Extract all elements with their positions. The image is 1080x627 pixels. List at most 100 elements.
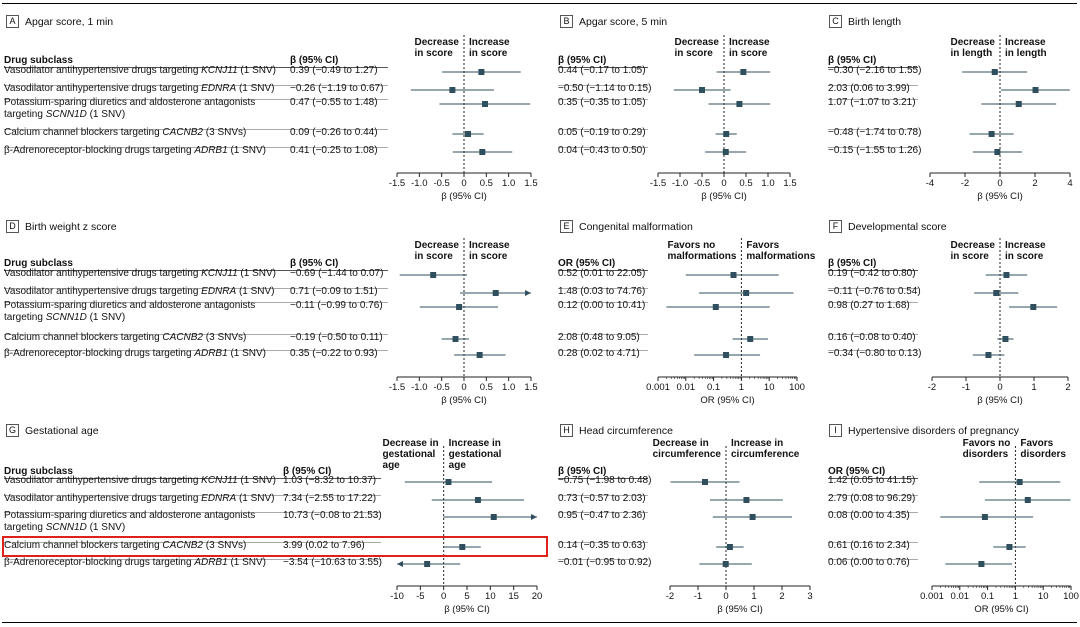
x-tick-label: 10 (485, 591, 496, 602)
point-estimate (723, 352, 730, 358)
point-estimate (465, 131, 472, 137)
header-rule (828, 478, 918, 479)
ci-value: 0.61 (0.16 to 2.34) (828, 540, 910, 551)
panel-title-text: Birth length (848, 15, 902, 28)
direction-label-left: Favors no disorders (962, 438, 1011, 460)
ci-header: β (95% CI) (828, 258, 877, 269)
ci-value: 0.52 (0.01 to 22.05) (558, 268, 646, 279)
point-estimate (452, 336, 459, 342)
x-axis-label: OR (95% CI) (974, 604, 1028, 615)
row-rule (828, 129, 918, 130)
x-tick-label: -4 (926, 178, 934, 189)
row-rule (558, 495, 648, 496)
direction-label-right: Increase in score (1005, 240, 1046, 262)
x-tick-label: -0.5 (433, 178, 449, 189)
x-tick-label: 0 (997, 382, 1002, 393)
x-tick-label: 1 (1031, 382, 1036, 393)
x-tick-label: 1.5 (783, 178, 796, 189)
point-estimate (456, 304, 463, 310)
x-tick-label: 0 (723, 591, 728, 602)
ci-header: β (95% CI) (828, 55, 877, 66)
ci-value: −0.11 (−0.99 to 0.76) (290, 300, 383, 311)
row-rule (4, 129, 388, 130)
point-estimate (722, 149, 729, 155)
direction-label-right: Increase in score (469, 240, 510, 262)
x-tick-label: 1 (1013, 591, 1018, 602)
header-rule (4, 478, 381, 479)
point-estimate (978, 561, 985, 567)
point-estimate (730, 272, 737, 278)
header-rule (558, 478, 648, 479)
ci-value: 0.06 (0.00 to 0.76) (828, 557, 910, 568)
ci-value: 0.12 (0.00 to 10.41) (558, 300, 646, 311)
panel-title-a: A Apgar score, 1 min (6, 15, 113, 28)
ci-value: 0.73 (−0.57 to 2.03) (558, 493, 646, 504)
panel-title-g: G Gestational age (6, 424, 99, 437)
ci-value: 0.09 (−0.26 to 0.44) (290, 127, 378, 138)
x-tick-label: -1.5 (389, 178, 405, 189)
panel-title-text: Apgar score, 1 min (25, 15, 114, 28)
header-rule (828, 67, 918, 68)
panel-title-text: Hypertensive disorders of pregnancy (848, 424, 1020, 437)
x-tick-label: 0.001 (646, 382, 670, 393)
drug-subclass-header: Drug subclass (4, 258, 73, 269)
ci-value: 0.08 (0.00 to 4.35) (828, 510, 910, 521)
x-tick-label: -1 (694, 591, 702, 602)
ci-value: 0.44 (−0.17 to 1.05) (558, 65, 646, 76)
ci-value: 2.03 (0.06 to 3.99) (828, 83, 910, 94)
ci-header: β (95% CI) (290, 55, 339, 66)
point-estimate (445, 479, 452, 485)
ci-value: 0.28 (0.02 to 4.71) (558, 348, 640, 359)
x-tick-label: -0.5 (433, 382, 449, 393)
x-tick-label: 15 (508, 591, 519, 602)
row-rule (4, 85, 388, 86)
point-estimate (1015, 101, 1022, 107)
direction-label-left: Decrease in score (414, 37, 459, 59)
drug-label: Vasodilator antihypertensive drugs targe… (4, 83, 275, 94)
x-tick-label: -1.5 (650, 178, 666, 189)
panel-letter: E (560, 220, 573, 233)
panel-letter: G (6, 424, 19, 437)
header-rule (558, 67, 648, 68)
point-estimate (481, 101, 488, 107)
drug-label: Vasodilator antihypertensive drugs targe… (4, 286, 275, 297)
x-tick-label: 1.0 (502, 382, 515, 393)
row-rule (558, 542, 648, 543)
panel-title-d: D Birth weight z score (6, 220, 117, 233)
x-tick-label: 0 (461, 178, 466, 189)
point-estimate (478, 69, 485, 75)
x-tick-label: 0.1 (981, 591, 994, 602)
ci-value: 0.04 (−0.43 to 0.50) (558, 145, 646, 156)
header-rule (4, 270, 388, 271)
point-estimate (736, 101, 743, 107)
x-tick-label: 1 (739, 382, 744, 393)
ci-header: OR (95% CI) (558, 258, 616, 269)
ci-value: −0.30 (−2.16 to 1.55) (828, 65, 922, 76)
point-estimate (988, 131, 995, 137)
x-tick-label: 0.5 (480, 382, 493, 393)
drug-label: β-Adrenoreceptor-blocking drugs targetin… (4, 348, 267, 359)
x-axis-label: β (95% CI) (441, 191, 487, 202)
ci-header: β (95% CI) (558, 466, 607, 477)
panel-letter: I (829, 424, 842, 437)
row-rule (4, 147, 388, 148)
x-tick-label: -2 (666, 591, 674, 602)
row-rule (4, 302, 388, 303)
point-estimate (1030, 304, 1037, 310)
x-tick-label: 5 (464, 591, 469, 602)
point-estimate (723, 131, 730, 137)
ci-arrow (531, 514, 537, 520)
top-rule (2, 3, 1077, 4)
row-rule (558, 99, 648, 100)
highlight-box (2, 536, 548, 557)
row-rule (828, 512, 918, 513)
panel-title-b: B Apgar score, 5 min (560, 15, 667, 28)
x-tick-label: 0.5 (480, 178, 493, 189)
x-tick-label: 2 (1032, 178, 1037, 189)
row-rule (558, 129, 648, 130)
